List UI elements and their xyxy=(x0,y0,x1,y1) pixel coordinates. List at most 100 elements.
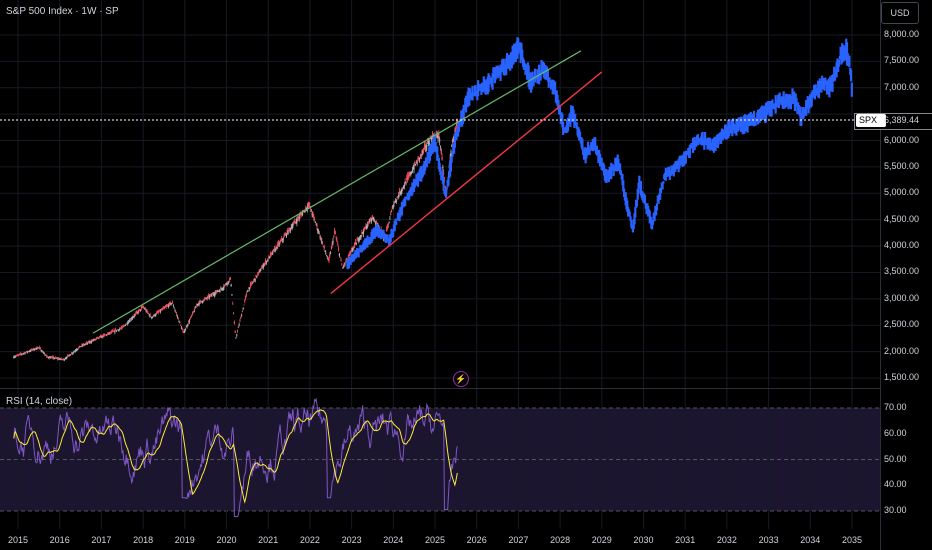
candle-body xyxy=(307,205,309,207)
candle-body xyxy=(354,241,357,245)
candle-body xyxy=(265,260,267,263)
candle-body xyxy=(117,329,119,331)
candle-body xyxy=(56,357,58,359)
candle-body xyxy=(274,249,276,252)
rsi-tick-label: 70.00 xyxy=(884,402,907,412)
candle-body xyxy=(338,253,341,256)
rsi-indicator-title[interactable]: RSI (14, close) xyxy=(6,396,73,407)
candle-body xyxy=(136,311,138,313)
candle-body xyxy=(295,221,297,222)
candle-body xyxy=(20,353,22,355)
candle-body xyxy=(392,205,394,209)
candle-body xyxy=(143,307,145,309)
candle-body xyxy=(269,256,271,259)
candle-body xyxy=(363,227,365,230)
price-tick-label: 3,500.00 xyxy=(884,266,920,277)
candle-body xyxy=(23,352,25,354)
projection-bars xyxy=(346,37,853,270)
rsi-chart[interactable] xyxy=(0,389,880,529)
currency-button[interactable]: USD xyxy=(881,2,919,24)
candle-body xyxy=(34,347,37,349)
candle-body xyxy=(24,352,26,354)
candle-body xyxy=(129,319,131,322)
candle-body xyxy=(40,349,42,352)
candle-body xyxy=(261,268,263,269)
candle-body xyxy=(174,309,176,311)
candle-body xyxy=(53,357,55,359)
time-tick-label: 2030 xyxy=(633,535,654,545)
candle-body xyxy=(135,311,138,314)
candle-body xyxy=(280,240,282,242)
candle-body xyxy=(350,251,352,253)
candle-body xyxy=(187,324,189,326)
candle-body xyxy=(442,166,444,169)
candle-body xyxy=(204,297,207,299)
candle-body xyxy=(46,355,48,357)
candle-body xyxy=(364,228,366,230)
candle-body xyxy=(172,302,174,304)
candle-body xyxy=(111,331,113,333)
candle-body xyxy=(305,207,308,210)
candle-body xyxy=(135,313,137,315)
candle-body xyxy=(201,300,203,303)
price-pane[interactable] xyxy=(0,0,880,388)
candle-body xyxy=(401,189,403,192)
candle-body xyxy=(225,283,227,285)
candle-body xyxy=(311,213,313,215)
candle-body xyxy=(65,357,67,359)
candle-body xyxy=(298,216,300,219)
candle-body xyxy=(231,294,233,296)
candle-body xyxy=(104,334,106,336)
candle-body xyxy=(34,348,36,350)
candle-body xyxy=(14,356,17,358)
candle-body xyxy=(92,340,94,342)
candle-body xyxy=(319,236,321,239)
candle-body xyxy=(441,156,443,160)
candle-body xyxy=(361,232,363,234)
candle-body xyxy=(180,327,183,329)
candle-body xyxy=(143,308,146,310)
candle-body xyxy=(125,323,127,325)
candle-body xyxy=(168,302,171,305)
candle-body xyxy=(427,142,430,145)
candle-body xyxy=(323,246,325,249)
candle-body xyxy=(423,145,426,150)
candle-body xyxy=(71,352,73,354)
candle-body xyxy=(325,255,328,257)
rsi-pane[interactable] xyxy=(0,389,880,529)
candle-body xyxy=(82,345,84,347)
candle-body xyxy=(402,187,404,189)
candle-body xyxy=(329,254,331,257)
candle-body xyxy=(257,271,260,274)
candle-body xyxy=(443,172,445,174)
lower-trendline xyxy=(330,71,603,295)
candle-body xyxy=(229,277,231,280)
candle-body xyxy=(140,307,142,309)
candle-body xyxy=(73,351,75,353)
candle-body xyxy=(81,344,83,346)
time-tick-label: 2027 xyxy=(508,535,529,545)
pane-divider[interactable] xyxy=(0,388,880,389)
candle-body xyxy=(167,305,169,307)
candle-body xyxy=(100,336,102,338)
candle-body xyxy=(17,354,19,356)
time-tick-label: 2026 xyxy=(466,535,487,545)
lightning-icon[interactable]: ⚡ xyxy=(453,371,469,387)
price-chart[interactable] xyxy=(0,0,880,388)
time-tick-label: 2020 xyxy=(216,535,237,545)
candle-body xyxy=(254,278,256,281)
candle-body xyxy=(375,220,377,224)
candle-body xyxy=(327,258,329,261)
candle-body xyxy=(404,181,406,184)
candle-body xyxy=(151,317,153,319)
price-axis-divider xyxy=(880,0,881,550)
candle-body xyxy=(359,236,361,238)
candle-body xyxy=(107,333,109,335)
candle-body xyxy=(250,282,252,285)
candle-body xyxy=(151,316,154,318)
symbol-title[interactable]: S&P 500 Index · 1W · SP xyxy=(6,6,119,17)
candle-body xyxy=(122,326,124,328)
candle-body xyxy=(106,334,108,336)
candle-body xyxy=(124,324,126,327)
candle-body xyxy=(216,290,218,292)
